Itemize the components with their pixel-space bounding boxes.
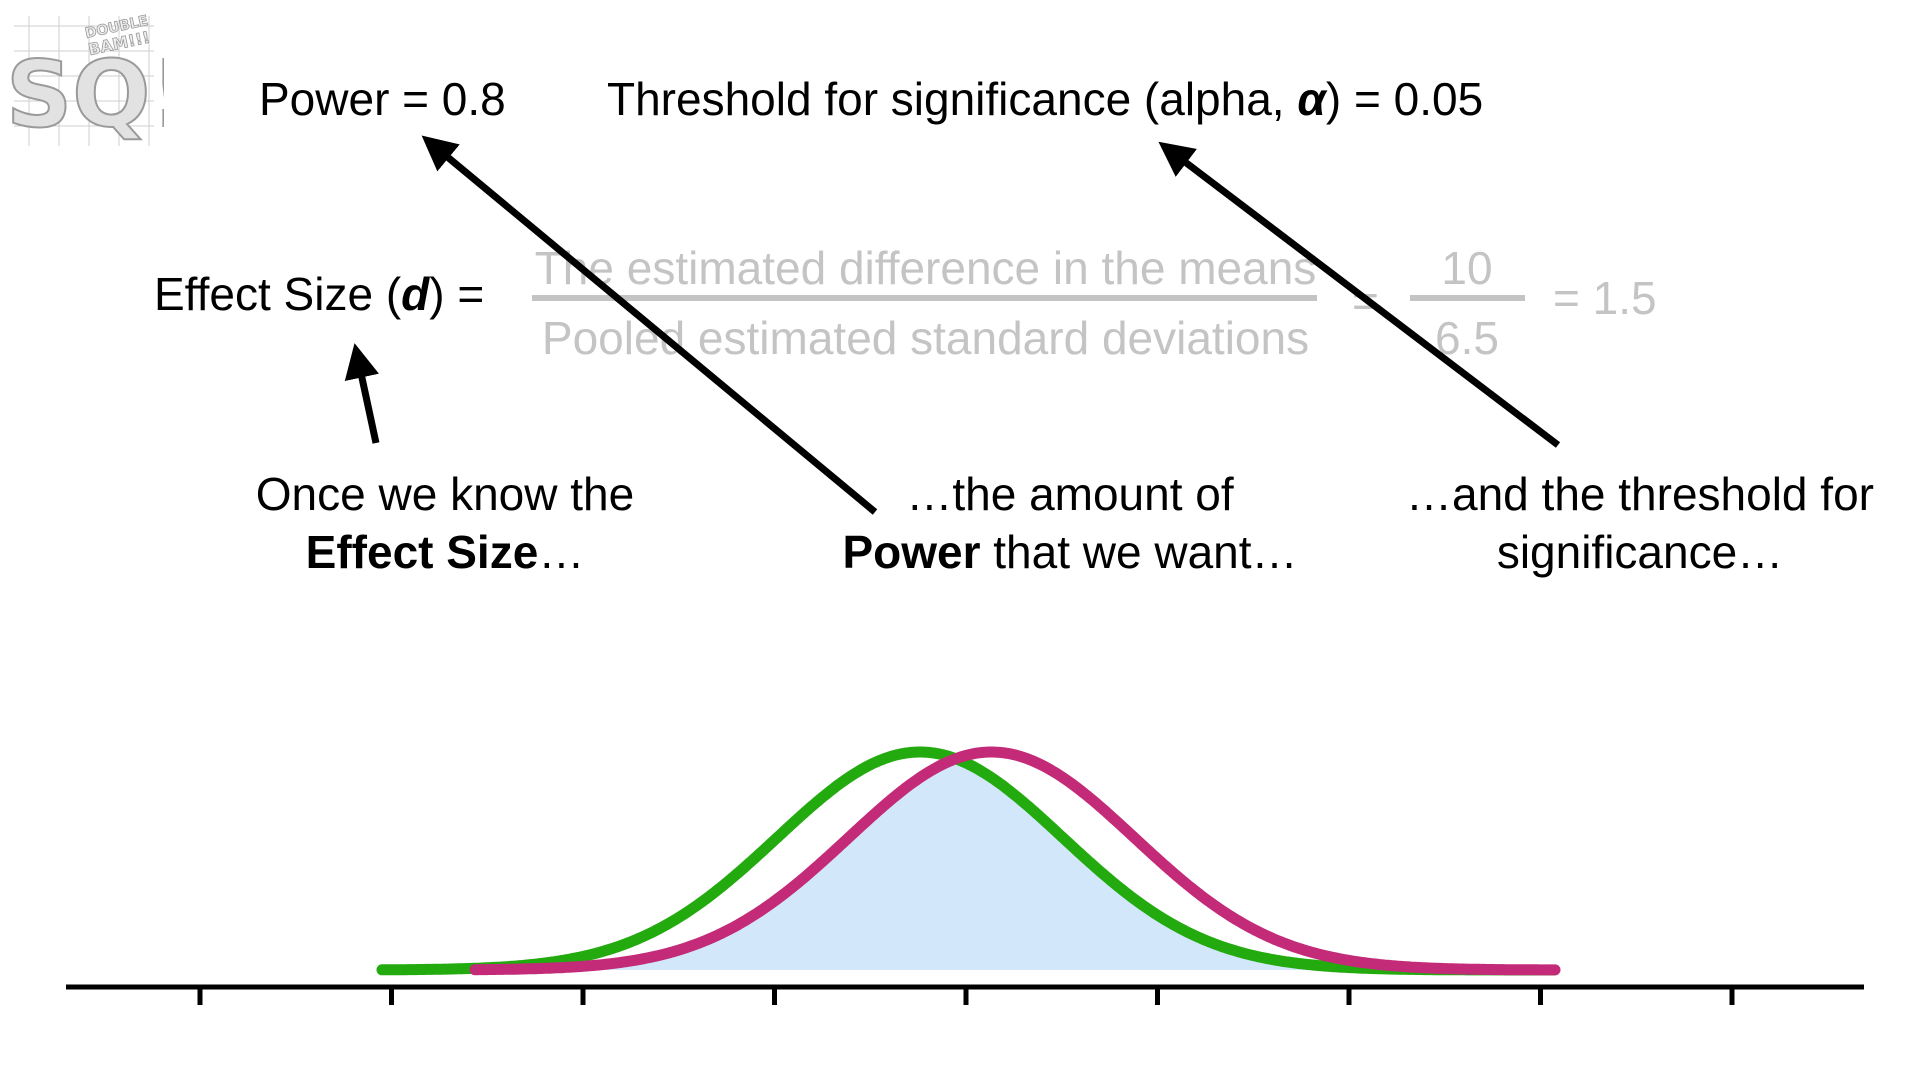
caption-power-line2: Power that we want… — [810, 523, 1330, 581]
caption-effect-bold: Effect Size — [305, 526, 539, 578]
axis-ticks — [197, 987, 1735, 1005]
overlap-area — [382, 758, 1555, 970]
value-numerator: 10 — [1441, 242, 1493, 294]
magenta-distribution-curve — [469, 746, 1561, 976]
caption-power-rest: that we want… — [980, 526, 1298, 578]
threshold-suffix: ) = 0.05 — [1325, 73, 1484, 125]
arrow-power — [421, 135, 878, 515]
alpha-symbol: α — [1297, 73, 1326, 125]
caption-power-bold: Power — [842, 526, 981, 578]
power-label: Power = 0.8 — [259, 73, 506, 125]
caption-power: …the amount of Power that we want… — [810, 465, 1330, 581]
statquest-logo: SQ! DOUBLE BAM!!! — [5, 13, 164, 149]
value-denominator: 6.5 — [1435, 312, 1499, 364]
arrow-effect-size — [344, 343, 380, 444]
fraction-numerator: The estimated difference in the means — [534, 242, 1317, 294]
effect-size-prefix: Effect Size ( — [154, 268, 402, 320]
caption-threshold: …and the threshold for significance… — [1380, 465, 1900, 581]
threshold-label: Threshold for significance (alpha, α) = … — [607, 76, 1483, 122]
caption-power-line1: …the amount of — [906, 468, 1234, 520]
d-symbol: d — [401, 268, 430, 320]
fraction-bar — [532, 295, 1317, 301]
caption-threshold-line2: significance… — [1496, 526, 1784, 578]
effect-size-lhs: Effect Size (d) = — [154, 271, 484, 317]
caption-effect-line2: Effect Size… — [220, 523, 670, 581]
caption-effect-line1: Once we know the — [255, 468, 635, 520]
value-fraction-bar — [1410, 295, 1525, 301]
effect-size-suffix: ) = — [429, 268, 485, 320]
caption-effect-size: Once we know the Effect Size… — [220, 465, 670, 581]
effect-size-result: = 1.5 — [1553, 272, 1657, 324]
caption-threshold-line1: …and the threshold for — [1406, 468, 1874, 520]
logo-letters: SQ! — [6, 41, 164, 148]
green-distribution-curve — [376, 746, 1560, 976]
caption-effect-rest: … — [538, 526, 585, 578]
threshold-prefix: Threshold for significance (alpha, — [607, 73, 1298, 125]
arrow-threshold — [1158, 141, 1561, 448]
